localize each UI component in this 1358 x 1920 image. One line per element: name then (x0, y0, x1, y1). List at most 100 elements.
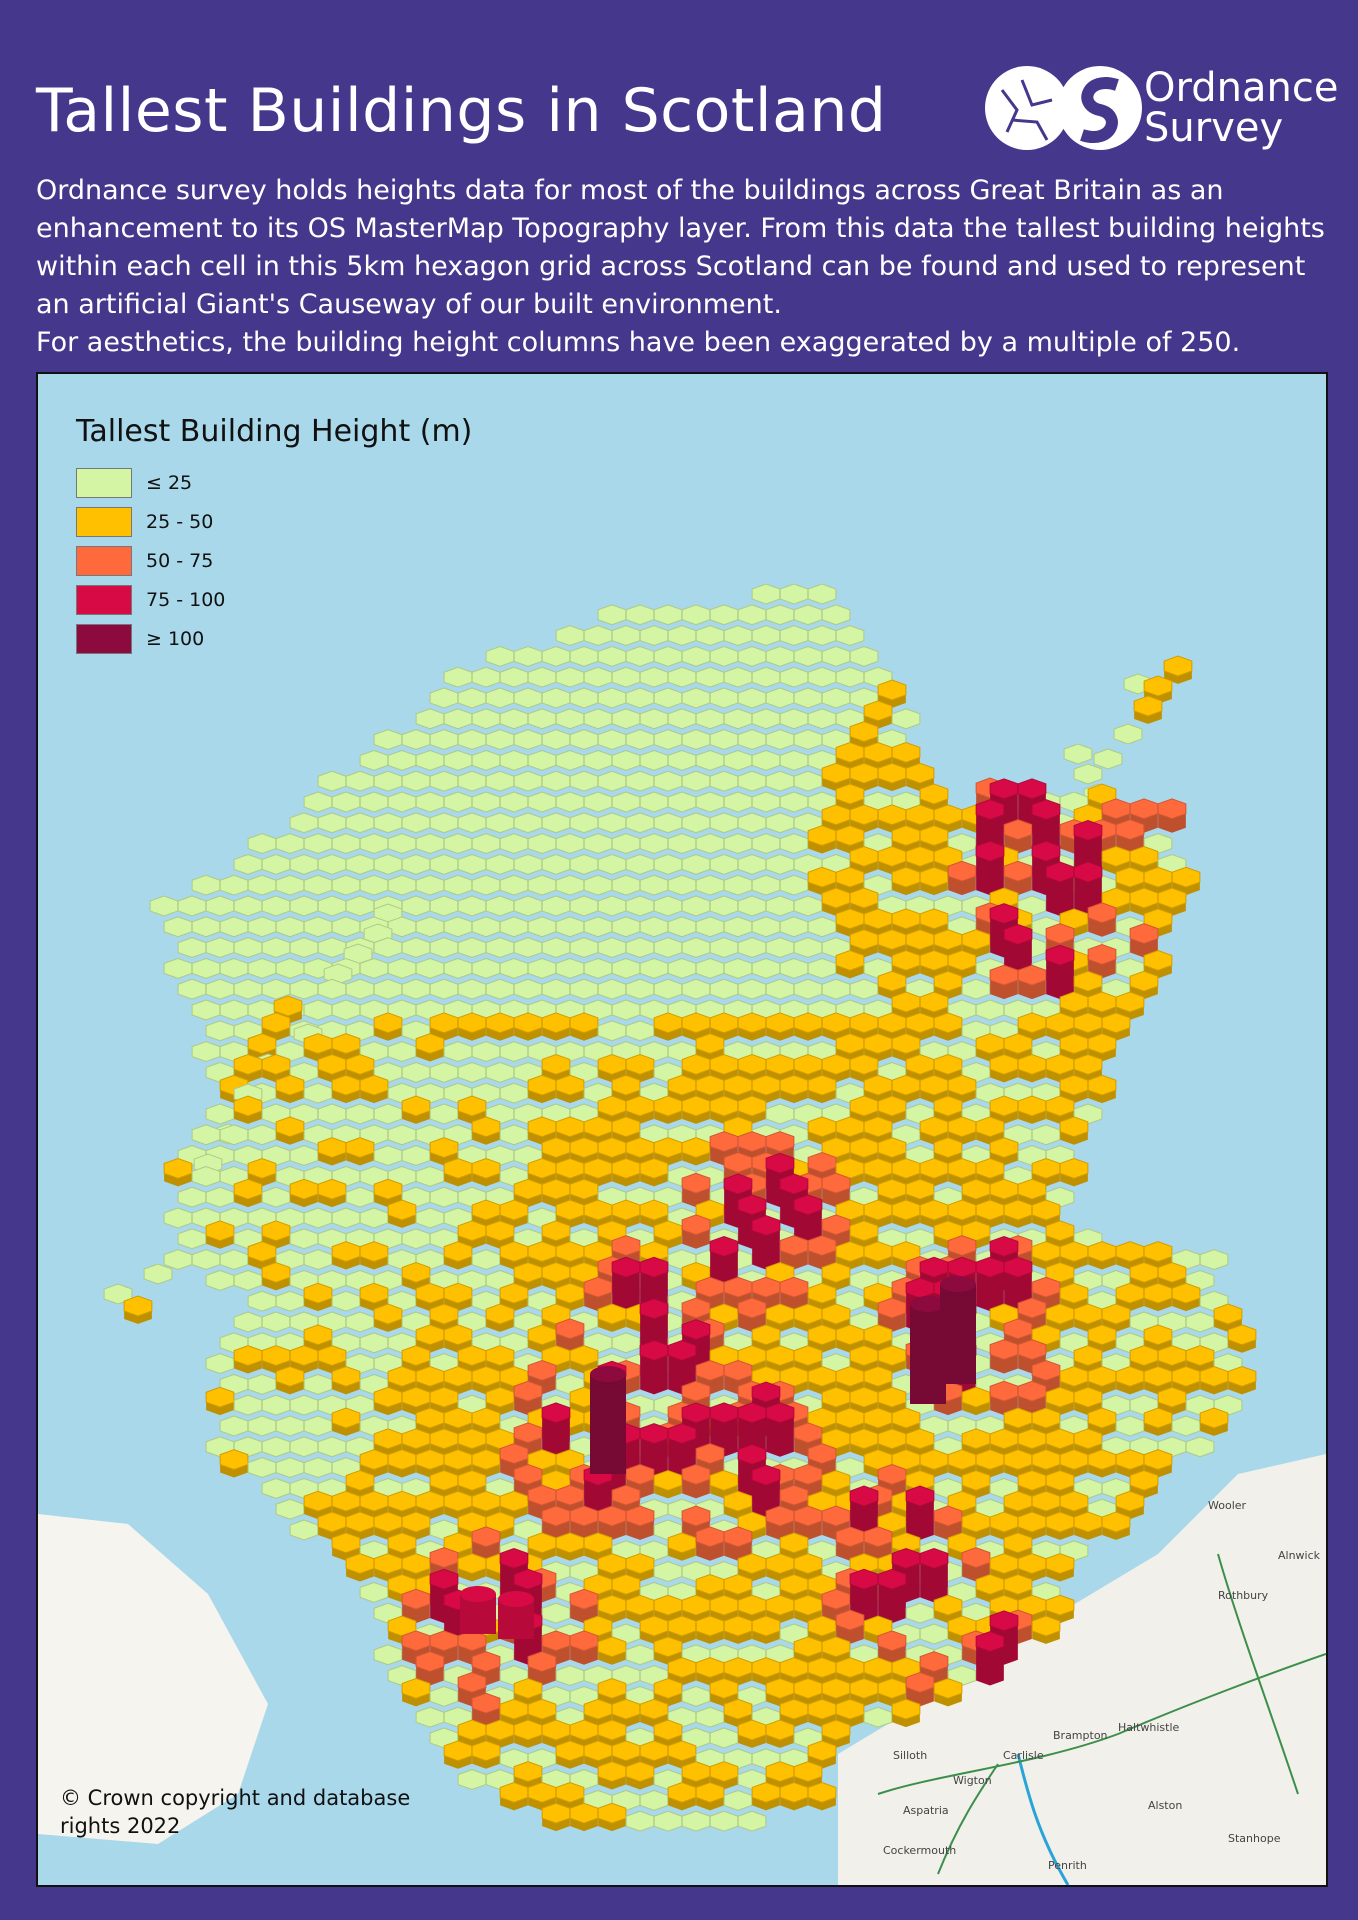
hex-cell (499, 916, 529, 938)
hex-cell (555, 791, 585, 813)
hex-cell (821, 804, 851, 833)
hex-cell (1059, 991, 1089, 1020)
hex-cell (1087, 1074, 1117, 1104)
hex-cell (625, 978, 655, 1000)
hex-cell (611, 1332, 641, 1354)
hex-cell (975, 799, 1005, 854)
hex-cell (317, 895, 347, 917)
hex-cell (821, 687, 851, 709)
legend-swatch (76, 506, 132, 537)
hex-cell (303, 1282, 333, 1312)
hex-cell (765, 937, 795, 959)
hex-cell (569, 1137, 599, 1166)
hex-cell (597, 1719, 627, 1748)
hex-cell (205, 978, 235, 1000)
hex-cell (499, 791, 529, 813)
hex-cell (695, 1074, 725, 1104)
hex-cell (1073, 1012, 1103, 1041)
hex-cell (1115, 1415, 1145, 1437)
hex-cell (807, 708, 837, 730)
hex-cell (625, 1594, 655, 1624)
hex-cell (275, 1116, 305, 1145)
hex-cell (961, 1178, 991, 1208)
hex-cell (205, 895, 235, 917)
hex-cell (345, 853, 375, 875)
map-frame[interactable]: Carlisle Brampton Haltwhistle Silloth Wi… (36, 372, 1328, 1887)
hex-cell (1199, 1249, 1229, 1271)
hex-cell (877, 1677, 907, 1707)
hex-cell (429, 1386, 459, 1416)
hex-cell (289, 1228, 319, 1250)
hex-cell (919, 1157, 949, 1187)
hex-cell (247, 1157, 277, 1187)
hex-cell (737, 812, 767, 834)
hex-cell (835, 825, 865, 854)
hex-cell (527, 1781, 557, 1811)
hex-cell (1129, 798, 1159, 833)
hex-cell (429, 687, 459, 709)
hex-cell (835, 1609, 865, 1644)
hex-cell (289, 1394, 319, 1416)
hex-cell (513, 1761, 543, 1790)
hex-cell (485, 770, 515, 792)
hex-cell (723, 1490, 753, 1520)
hex-cell (751, 957, 781, 979)
hex-cell (849, 1386, 879, 1416)
hex-cell (1031, 1241, 1061, 1270)
hex-cell (639, 749, 669, 771)
hex-cell (555, 1199, 585, 1228)
hex-cell (625, 812, 655, 834)
hex-cell (247, 1457, 277, 1479)
hex-cell (401, 1228, 431, 1250)
hex-cell (261, 1394, 291, 1416)
hex-cell (163, 916, 193, 938)
hex-cell (527, 708, 557, 730)
hex-cell (611, 708, 641, 730)
hex-cell (191, 1165, 221, 1187)
hex-cell (877, 1630, 907, 1665)
legend-title: Tallest Building Height (m) (76, 414, 473, 449)
hex-cell (1073, 861, 1103, 916)
hex-cell (527, 1241, 557, 1270)
hex-cell (569, 770, 599, 792)
hex-cell (681, 937, 711, 959)
hex-cell (289, 1436, 319, 1458)
hex-cell (1017, 1469, 1047, 1499)
hex-cell (1115, 1365, 1145, 1395)
hex-cell (919, 1074, 949, 1104)
hex-cell (527, 1116, 557, 1145)
hex-cell (751, 1215, 781, 1270)
hex-cell (415, 1165, 445, 1187)
hex-cell (541, 645, 571, 667)
hex-cell (289, 853, 319, 875)
hex-cell (373, 1103, 403, 1125)
hex-cell (373, 1428, 403, 1457)
hex-cell (695, 1573, 725, 1603)
legend-item: 50 - 75 (76, 541, 472, 580)
hex-cell (177, 978, 207, 1000)
hexagon-map[interactable]: Carlisle Brampton Haltwhistle Silloth Wi… (38, 374, 1326, 1885)
hex-cell (849, 1677, 879, 1707)
hex-cell (793, 687, 823, 709)
hex-cell (751, 1657, 781, 1686)
hex-cell (961, 1386, 991, 1416)
hex-cell (457, 978, 487, 1000)
place-label: Alnwick (1278, 1549, 1321, 1562)
hex-cell (849, 929, 879, 958)
hex-cell (975, 1116, 1005, 1145)
hex-cell (289, 978, 319, 1000)
hex-cell (751, 583, 781, 605)
hex-cell (485, 978, 515, 1000)
hex-cell (1073, 970, 1103, 1000)
hex-cell (527, 1324, 557, 1353)
legend-item: ≥ 100 (76, 619, 472, 658)
hex-cell (485, 729, 515, 751)
hex-cell (359, 749, 389, 771)
hex-cell (891, 1407, 921, 1436)
hex-cell (597, 1636, 627, 1665)
hex-cell (1143, 1365, 1173, 1395)
hex-cell (443, 791, 473, 813)
hex-cell (681, 1463, 711, 1499)
hex-cell (765, 687, 795, 709)
hex-cell (123, 1295, 153, 1324)
